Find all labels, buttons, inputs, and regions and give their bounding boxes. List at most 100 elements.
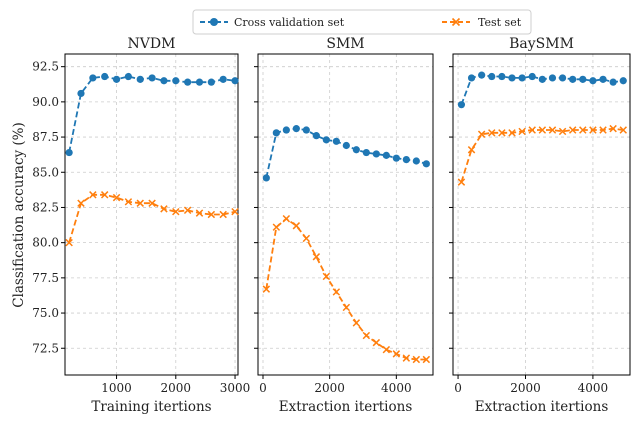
y-tick-label: 90.0 — [32, 95, 59, 109]
y-tick-label: 77.5 — [32, 271, 59, 285]
data-point-x — [599, 126, 607, 134]
data-point-x — [195, 209, 204, 217]
legend: Cross validation set Test set — [192, 9, 532, 35]
data-point-circle — [148, 74, 156, 82]
data-point-circle — [160, 77, 168, 85]
data-point-circle — [422, 160, 430, 168]
legend-label-cv: Cross validation set — [234, 16, 345, 29]
x-axis-label: Training itertions — [91, 399, 211, 415]
data-point-x — [392, 350, 401, 358]
data-point-x — [65, 238, 73, 247]
data-point-circle — [372, 150, 380, 158]
panel-nvdm: 72.5 75.0 77.5 80.0 82.5 85.0 87.5 90.0 92.5 1000… — [32, 36, 250, 415]
data-point-circle — [101, 72, 109, 81]
y-tick-label: 87.5 — [32, 130, 59, 144]
x-tick-label: 3000 — [220, 381, 251, 395]
data-point-circle — [609, 78, 617, 86]
data-point-x — [558, 127, 567, 136]
data-point-x — [518, 127, 526, 136]
data-point-x — [302, 234, 311, 243]
data-point-x — [589, 126, 597, 134]
data-point-x — [548, 126, 557, 134]
panel-baysmm: 0 2000 4000 BaySMM Extraction itertions — [449, 36, 631, 415]
data-point-x — [282, 214, 291, 223]
data-point-x — [498, 129, 506, 137]
data-point-circle — [362, 148, 370, 157]
axes-frame — [452, 53, 631, 376]
data-point-x — [148, 199, 156, 207]
data-point-circle — [282, 126, 290, 134]
data-point-circle — [292, 125, 300, 133]
data-point-circle — [332, 137, 340, 145]
data-point-x — [372, 338, 381, 347]
data-point-circle — [124, 72, 132, 81]
data-point-x — [412, 355, 421, 364]
panels: 72.5 75.0 77.5 80.0 82.5 85.0 87.5 90.0 92.5 1000… — [32, 36, 631, 415]
data-point-circle — [528, 72, 536, 81]
data-point-x — [422, 355, 431, 364]
series-line — [68, 193, 236, 243]
panel-smm: 0 2000 4000 SMM Extraction itertions — [254, 36, 434, 415]
data-point-x — [467, 146, 476, 154]
legend-marker-x-icon — [451, 17, 461, 27]
data-point-x — [100, 191, 109, 199]
data-point-x — [124, 198, 133, 206]
x-tick-label: 2000 — [161, 381, 192, 395]
data-point-x — [292, 222, 301, 230]
data-point-x — [382, 345, 391, 354]
data-point-circle — [558, 74, 567, 82]
data-point-x — [402, 354, 411, 362]
data-point-x — [219, 210, 227, 219]
data-point-circle — [508, 74, 516, 82]
data-point-circle — [569, 75, 577, 83]
data-point-x — [528, 126, 536, 134]
data-point-circle — [579, 75, 587, 83]
data-point-x — [619, 126, 627, 134]
panel-title: NVDM — [128, 36, 176, 52]
data-point-x — [312, 253, 321, 261]
data-point-circle — [302, 126, 310, 134]
x-tick-label: 0 — [454, 381, 462, 395]
x-axis-label: Extraction itertions — [279, 399, 413, 415]
data-point-x — [568, 126, 577, 134]
y-tick-label: 75.0 — [32, 306, 59, 320]
data-point-circle — [219, 75, 227, 83]
data-point-x — [488, 129, 496, 137]
data-point-x — [342, 303, 351, 312]
legend-marker-circle-icon — [210, 18, 218, 26]
x-tick-label: 2000 — [314, 381, 345, 395]
data-point-x — [89, 191, 97, 199]
series-line — [265, 217, 427, 361]
data-point-x — [160, 205, 168, 213]
data-point-circle — [488, 72, 496, 81]
x-tick-label: 1000 — [101, 381, 132, 395]
data-point-circle — [392, 154, 400, 162]
legend-entry-test: Test set — [442, 16, 522, 29]
data-point-circle — [589, 77, 597, 85]
legend-entry-cv: Cross validation set — [200, 16, 345, 29]
x-tick-label: 2000 — [510, 381, 541, 395]
data-point-x — [136, 199, 144, 207]
panel-title: BaySMM — [509, 36, 574, 52]
legend-label-test: Test set — [478, 16, 522, 29]
data-point-circle — [322, 136, 330, 144]
data-point-x — [272, 223, 281, 231]
data-point-x — [538, 126, 547, 134]
data-point-circle — [184, 78, 192, 86]
data-point-x — [262, 285, 271, 293]
axes-frame — [257, 53, 434, 376]
data-point-circle — [478, 71, 486, 79]
data-point-x — [457, 178, 466, 186]
series-line — [68, 75, 236, 153]
data-point-circle — [619, 77, 627, 85]
data-point-x — [231, 207, 239, 216]
data-point-x — [112, 193, 121, 202]
data-point-circle — [77, 89, 85, 98]
data-point-circle — [112, 75, 121, 83]
y-tick-label: 82.5 — [32, 200, 59, 214]
data-point-circle — [262, 174, 270, 182]
data-point-x — [477, 130, 486, 138]
data-point-x — [579, 126, 587, 134]
x-tick-label: 4000 — [578, 381, 609, 395]
